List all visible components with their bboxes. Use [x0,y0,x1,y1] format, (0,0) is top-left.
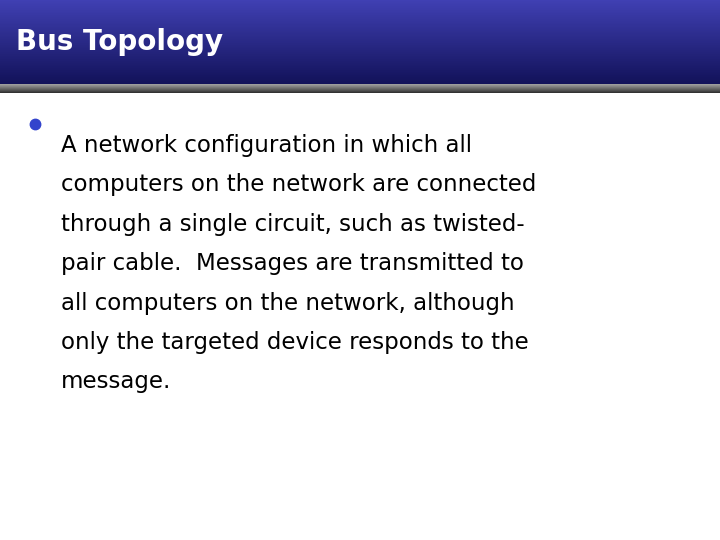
Bar [0,45,720,46]
Bar [0,44,720,45]
Bar [0,2,720,3]
Bar [0,62,720,63]
Bar [0,33,720,34]
Bar [0,31,720,32]
Bar [0,51,720,52]
Bar [0,60,720,62]
Bar [0,5,720,6]
Bar [0,9,720,10]
Bar [0,66,720,67]
Bar [0,59,720,60]
Bar [0,41,720,42]
Bar [0,65,720,66]
Bar [0,14,720,15]
Bar [0,28,720,29]
Bar [0,30,720,31]
Bar [0,7,720,8]
Bar [0,70,720,71]
Bar [0,50,720,51]
Bar [0,12,720,14]
Bar [0,4,720,5]
Bar [0,58,720,59]
Bar [0,10,720,11]
Bar [0,73,720,74]
Bar [0,47,720,48]
Bar [0,79,720,80]
Text: Bus Topology: Bus Topology [16,28,223,56]
Bar [0,48,720,49]
Bar [0,34,720,35]
Bar [0,82,720,83]
Text: A network configuration in which all: A network configuration in which all [61,134,472,157]
Bar [0,39,720,40]
Bar [0,36,720,37]
Text: all computers on the network, although: all computers on the network, although [61,292,515,315]
Bar [0,43,720,44]
Bar [0,35,720,36]
Bar [0,68,720,69]
Bar [0,77,720,78]
Bar [0,37,720,38]
Bar [0,21,720,22]
Bar [0,11,720,12]
Bar [0,53,720,55]
Bar [0,20,720,21]
Bar [0,6,720,7]
Bar [0,80,720,81]
Text: message.: message. [61,370,171,394]
Bar [0,56,720,57]
Bar [0,38,720,39]
Bar [0,19,720,20]
Bar [0,16,720,17]
Bar [0,26,720,27]
Bar [0,8,720,9]
Bar [0,81,720,82]
Bar [0,46,720,47]
Bar [0,49,720,50]
Bar [0,32,720,33]
Bar [0,40,720,41]
Bar [0,76,720,77]
Bar [0,29,720,30]
Bar [0,72,720,73]
Bar [0,83,720,84]
Bar [0,18,720,19]
Bar [0,3,720,4]
Bar [0,63,720,64]
Text: computers on the network are connected: computers on the network are connected [61,173,536,197]
Bar [0,23,720,24]
Bar [0,22,720,23]
Bar [0,74,720,75]
Bar [0,27,720,28]
Text: only the targeted device responds to the: only the targeted device responds to the [61,331,529,354]
Bar [0,52,720,53]
Bar [0,24,720,25]
Bar [0,25,720,26]
Bar [0,55,720,56]
Bar [0,0,720,1]
Text: pair cable.  Messages are transmitted to: pair cable. Messages are transmitted to [61,252,524,275]
Bar [0,57,720,58]
Bar [0,15,720,16]
Bar [0,75,720,76]
Bar [0,69,720,70]
Bar [0,64,720,65]
Bar [0,17,720,18]
Bar [0,67,720,68]
Text: through a single circuit, such as twisted-: through a single circuit, such as twiste… [61,213,525,236]
Bar [0,1,720,2]
Bar [0,42,720,43]
Bar [0,71,720,72]
Bar [0,78,720,79]
Bar [0,93,720,540]
